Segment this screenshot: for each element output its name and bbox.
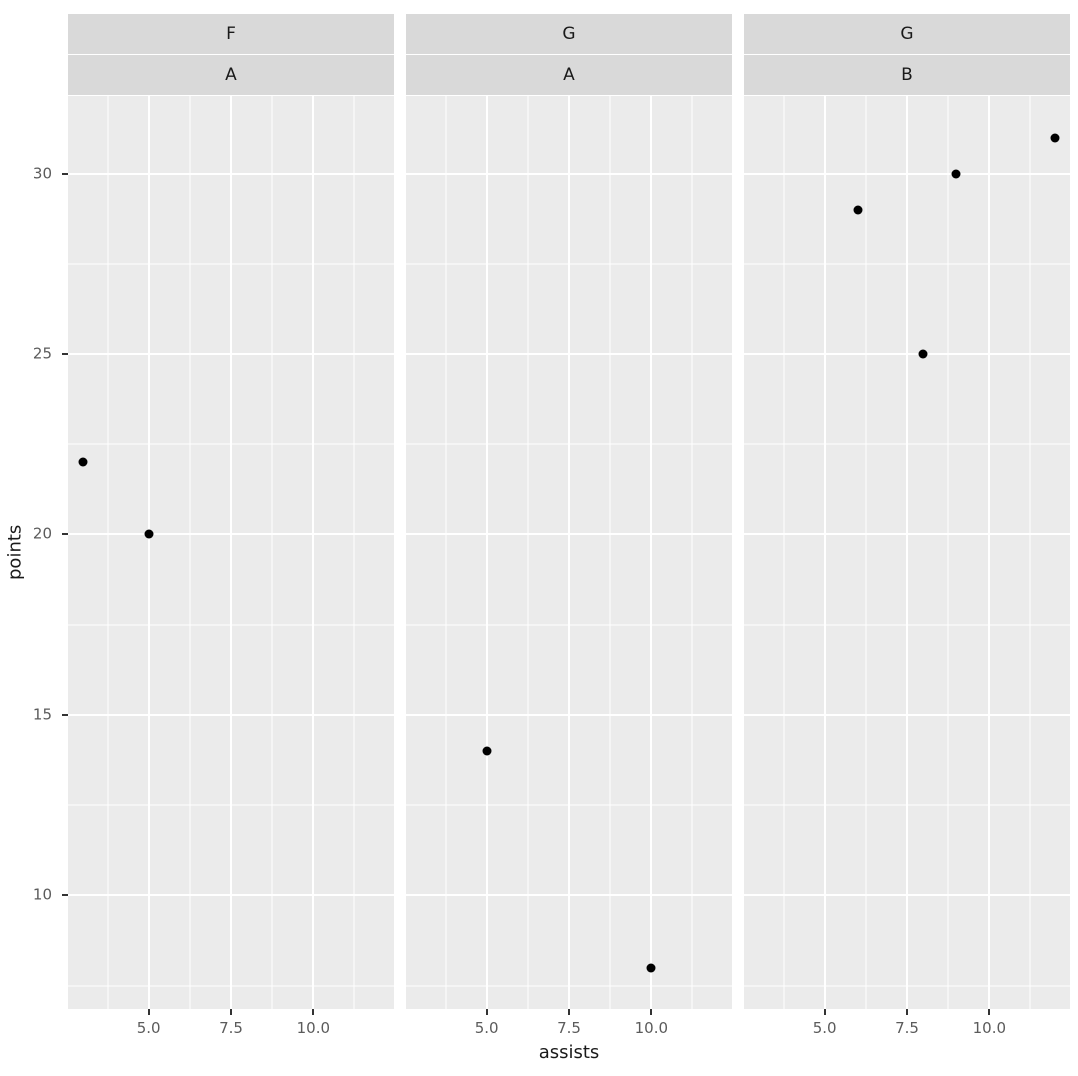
data-point — [144, 529, 154, 539]
major-gridline-vertical — [485, 96, 488, 1009]
x-axis-tick-row — [406, 1009, 732, 1015]
facet-panel — [406, 96, 732, 1009]
data-point — [1050, 133, 1060, 142]
x-tick-label: 10.0 — [296, 1019, 331, 1037]
minor-gridline-vertical — [865, 96, 867, 1009]
x-tick-label: 10.0 — [972, 1019, 1007, 1037]
x-tick-label: 10.0 — [634, 1019, 669, 1037]
x-tick-label: 7.5 — [895, 1019, 919, 1037]
strip-divider — [406, 54, 732, 55]
x-tick-mark — [230, 1009, 232, 1015]
facet-panel — [744, 96, 1070, 1009]
x-axis-tick-row — [68, 1009, 394, 1015]
minor-gridline-vertical — [609, 96, 611, 1009]
major-gridline-vertical — [312, 96, 315, 1009]
facet-strip-top: G — [744, 14, 1070, 54]
minor-gridline-vertical — [353, 96, 355, 1009]
strip-divider — [744, 54, 1070, 55]
major-gridline-vertical — [823, 96, 826, 1009]
facet-column: G B 5.0 7.5 10.0 — [744, 14, 1070, 1041]
facet-column: G A 5.0 7.5 10.0 — [406, 14, 732, 1041]
minor-gridline-vertical — [783, 96, 784, 1009]
facet-panel — [68, 96, 394, 1009]
y-axis: 10 15 20 25 30 — [0, 96, 68, 1009]
facet-column: F A 5.0 7.5 10.0 — [68, 14, 394, 1041]
x-axis-label-row: 5.0 7.5 10.0 — [744, 1015, 1070, 1041]
facet-panels: F A 5.0 7.5 10.0 G A 5.0 7.5 10.0 G B 5.0 7.5 10.0 — [68, 14, 1070, 1041]
x-tick-mark — [312, 1009, 315, 1015]
minor-gridline-vertical — [1029, 96, 1031, 1009]
x-tick-mark — [650, 1009, 653, 1015]
minor-gridline-vertical — [271, 96, 273, 1009]
minor-gridline-vertical — [691, 96, 693, 1009]
data-point — [853, 205, 863, 215]
facet-strip-bottom: B — [744, 55, 1070, 95]
y-tick-mark — [62, 713, 68, 716]
x-tick-label: 7.5 — [219, 1019, 243, 1037]
facet-strip-bottom: A — [406, 55, 732, 95]
x-axis-label-row: 5.0 7.5 10.0 — [68, 1015, 394, 1041]
minor-gridline-vertical — [445, 96, 446, 1009]
major-gridline-vertical — [988, 96, 991, 1009]
minor-gridline-vertical — [107, 96, 108, 1009]
facet-strip-top: F — [68, 14, 394, 54]
x-tick-label: 5.0 — [812, 1019, 837, 1037]
facet-strip-top: G — [406, 14, 732, 54]
y-tick-mark — [62, 533, 68, 536]
data-point — [646, 963, 656, 972]
data-point — [918, 349, 928, 359]
x-tick-mark — [485, 1009, 488, 1015]
x-axis-tick-row — [744, 1009, 1070, 1015]
y-tick-label: 20 — [32, 524, 52, 543]
major-gridline-vertical — [147, 96, 150, 1009]
major-gridline-vertical — [650, 96, 653, 1009]
y-tick-label: 30 — [32, 164, 52, 183]
x-tick-mark — [906, 1009, 908, 1015]
x-tick-label: 5.0 — [474, 1019, 499, 1037]
minor-gridline-vertical — [527, 96, 529, 1009]
data-point — [482, 746, 492, 756]
x-axis-title: assists — [538, 1042, 600, 1063]
major-gridline-vertical — [230, 96, 232, 1009]
minor-gridline-vertical — [947, 96, 949, 1009]
major-gridline-vertical — [568, 96, 570, 1009]
strip-divider — [68, 54, 394, 55]
y-tick-label: 10 — [32, 885, 52, 904]
y-tick-mark — [62, 172, 68, 175]
x-tick-mark — [147, 1009, 150, 1015]
x-axis-label-row: 5.0 7.5 10.0 — [406, 1015, 732, 1041]
data-point — [951, 169, 961, 179]
data-point — [78, 457, 88, 467]
y-tick-label: 15 — [32, 705, 52, 724]
facet-strip-bottom: A — [68, 55, 394, 95]
y-tick-mark — [62, 894, 68, 897]
y-tick-mark — [62, 353, 68, 356]
x-tick-label: 7.5 — [557, 1019, 581, 1037]
x-tick-mark — [988, 1009, 991, 1015]
x-tick-mark — [568, 1009, 570, 1015]
y-tick-label: 25 — [32, 344, 52, 363]
x-tick-mark — [823, 1009, 826, 1015]
x-tick-label: 5.0 — [136, 1019, 161, 1037]
major-gridline-vertical — [906, 96, 908, 1009]
minor-gridline-vertical — [189, 96, 191, 1009]
